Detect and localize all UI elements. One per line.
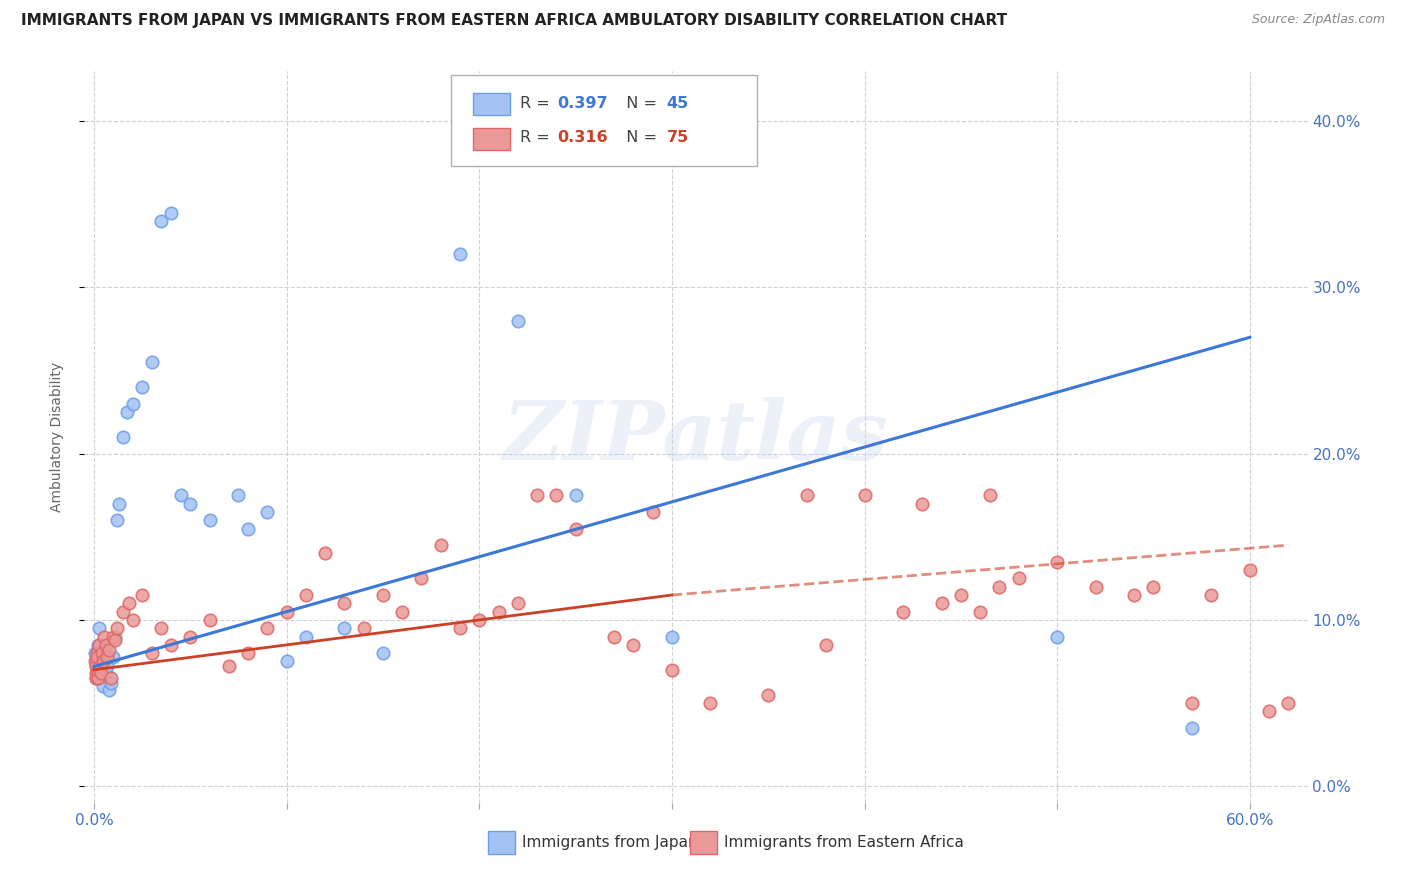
Text: ZIPatlas: ZIPatlas bbox=[503, 397, 889, 477]
Bar bbox=[474, 94, 510, 115]
Bar bbox=[474, 128, 510, 150]
Text: Immigrants from Japan: Immigrants from Japan bbox=[522, 835, 697, 850]
Text: R =: R = bbox=[520, 130, 555, 145]
Bar bbox=[488, 830, 515, 854]
Text: R =: R = bbox=[520, 96, 555, 111]
Text: Source: ZipAtlas.com: Source: ZipAtlas.com bbox=[1251, 13, 1385, 27]
FancyBboxPatch shape bbox=[451, 75, 758, 167]
Bar bbox=[690, 830, 717, 854]
Y-axis label: Ambulatory Disability: Ambulatory Disability bbox=[49, 362, 63, 512]
Text: IMMIGRANTS FROM JAPAN VS IMMIGRANTS FROM EASTERN AFRICA AMBULATORY DISABILITY CO: IMMIGRANTS FROM JAPAN VS IMMIGRANTS FROM… bbox=[21, 13, 1007, 29]
Text: 45: 45 bbox=[666, 96, 689, 111]
Text: Immigrants from Eastern Africa: Immigrants from Eastern Africa bbox=[724, 835, 965, 850]
Text: 0.316: 0.316 bbox=[558, 130, 609, 145]
Text: 0.397: 0.397 bbox=[558, 96, 609, 111]
Text: 75: 75 bbox=[666, 130, 689, 145]
Text: N =: N = bbox=[616, 130, 662, 145]
Text: N =: N = bbox=[616, 96, 662, 111]
